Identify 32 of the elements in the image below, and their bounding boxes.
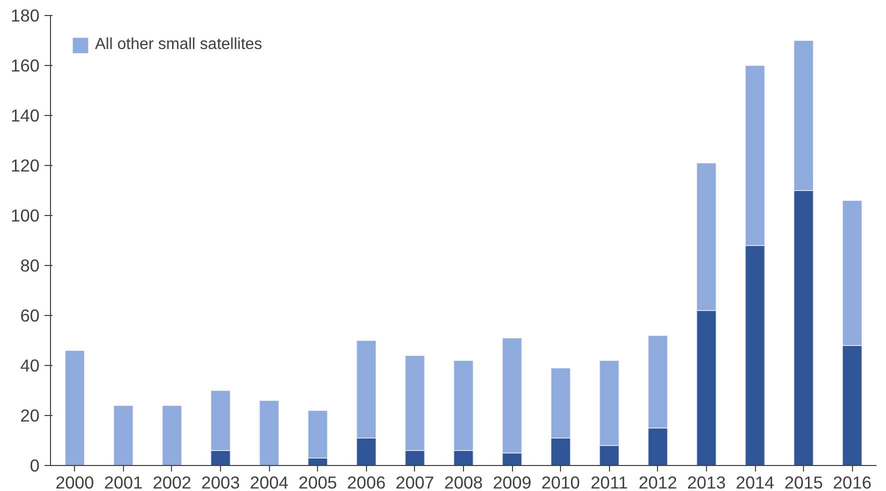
bar [113, 405, 134, 466]
y-tick-label: 100 [10, 206, 40, 226]
y-tick-label: 120 [10, 156, 40, 176]
x-tick-label: 2004 [250, 472, 289, 491]
x-tick-label: 2016 [832, 472, 872, 491]
x-tick-label: 2001 [104, 472, 143, 491]
y-tick-label: 0 [30, 456, 40, 476]
y-tick-label: 40 [20, 356, 40, 376]
legend-label: All other small satellites [95, 36, 262, 54]
x-tick-label: 2010 [541, 472, 580, 491]
x-tick-label: 2007 [396, 472, 434, 491]
x-tick-label: 2006 [347, 472, 386, 491]
x-tick-label: 2015 [784, 472, 823, 491]
y-tick-label: 180 [10, 6, 40, 26]
y-tick-label: 140 [10, 106, 40, 126]
x-tick-label: 2005 [298, 472, 338, 491]
y-tick-label: 80 [20, 256, 40, 276]
x-tick-label: 2002 [152, 472, 192, 491]
x-tick-label: 2000 [56, 472, 94, 491]
x-tick-label: 2011 [590, 472, 628, 491]
bar [258, 400, 280, 466]
x-tick-label: 2013 [687, 472, 726, 491]
x-tick-label: 2003 [201, 472, 240, 491]
x-tick-label: 2009 [492, 472, 532, 491]
y-tick-label: 160 [10, 56, 40, 76]
x-tick-label: 2012 [638, 472, 678, 491]
x-tick-label: 2008 [444, 472, 483, 491]
bar [64, 350, 86, 466]
y-tick-label: 60 [20, 306, 40, 326]
bar [162, 405, 182, 466]
x-tick-label: 2014 [736, 472, 775, 491]
y-tick-label: 20 [20, 406, 40, 426]
